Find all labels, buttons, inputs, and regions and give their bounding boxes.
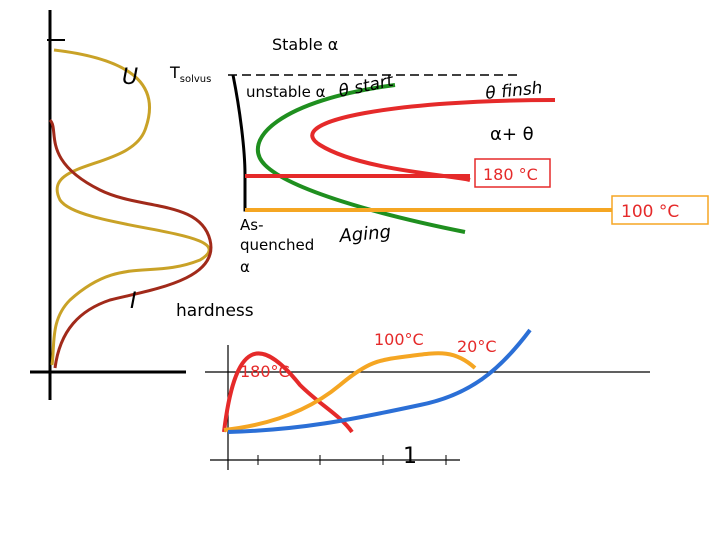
t-solvus-label: Tsolvus (169, 63, 211, 85)
temp-180-box (474, 158, 551, 188)
theta-finish-curve (310, 98, 556, 182)
temp-180-label: 180 °C (483, 165, 538, 184)
hardness-20-label: 20°C (457, 337, 497, 356)
as-quenched-label-2: quenched (240, 236, 314, 254)
hardness-curve-180 (222, 351, 354, 434)
energy-diagram: U I (30, 10, 213, 400)
as-quenched-label-1: As- (240, 216, 264, 234)
theta-start-curve (255, 83, 466, 234)
ttt-diagram: 180 °C 100 °C Stable α unstable α θ star… (228, 35, 709, 276)
stable-alpha-label: Stable α (272, 35, 338, 54)
hardness-curve-20 (227, 328, 532, 434)
i-curve (48, 118, 213, 369)
hardness-100-label: 100°C (374, 330, 424, 349)
alpha-theta-label: α+ θ (490, 124, 534, 145)
hardness-diagram: hardness 180°C 100°C 20°C 1 (176, 301, 650, 470)
aging-label: Aging (338, 222, 392, 248)
time-tick-label-1: 1 (403, 444, 417, 469)
hardness-label: hardness (176, 301, 254, 321)
time-axis-ticks (257, 455, 447, 465)
hardness-curve-100 (223, 351, 477, 432)
hardness-180-label: 180°C (240, 362, 290, 381)
as-quenched-label-3: α (240, 258, 250, 276)
unstable-alpha-label: unstable α (246, 83, 326, 101)
temp-100-box (611, 195, 709, 225)
temp-100-label: 100 °C (621, 202, 679, 222)
u-label: U (122, 65, 138, 90)
i-label: I (130, 289, 137, 314)
u-energy-curve (50, 48, 211, 366)
